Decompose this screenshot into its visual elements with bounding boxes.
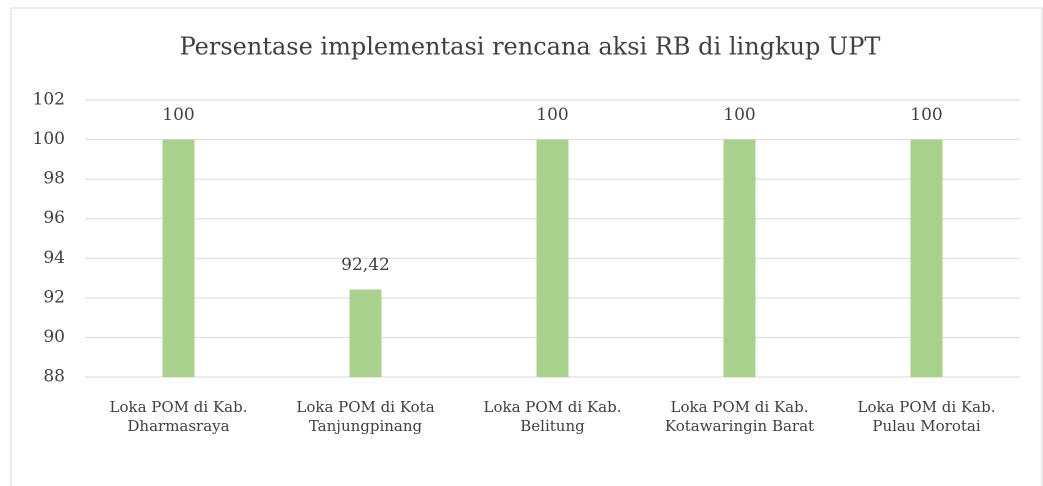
bar [723,139,756,377]
x-tick-label: Loka POM di Kab. Dharmasraya [109,398,248,435]
y-tick-label: 102 [33,90,65,110]
bar [536,139,569,377]
y-tick-label: 92 [43,287,65,307]
y-tick-label: 94 [43,248,65,268]
value-label: 100 [910,105,942,125]
x-tick-label: Loka POM di Kota Tanjungpinang [296,398,435,435]
value-label: 100 [723,105,755,125]
value-label: 100 [162,105,194,125]
value-label: 92,42 [341,255,390,275]
y-tick-label: 98 [43,169,65,189]
bar [349,289,382,377]
bar [910,139,943,377]
y-tick-label: 88 [43,367,65,387]
x-tick-label: Loka POM di Kab. Pulau Morotai [857,398,996,435]
y-tick-label: 100 [33,129,65,149]
bar [162,139,195,377]
x-tick-label: Loka POM di Kab. Belitung [483,398,622,435]
value-label: 100 [536,105,568,125]
y-tick-label: 96 [43,208,65,228]
x-tick-label: Loka POM di Kab. Kotawaringin Barat [664,398,815,435]
chart-title: Persentase implementasi rencana aksi RB … [180,33,881,61]
y-tick-label: 90 [43,327,65,347]
